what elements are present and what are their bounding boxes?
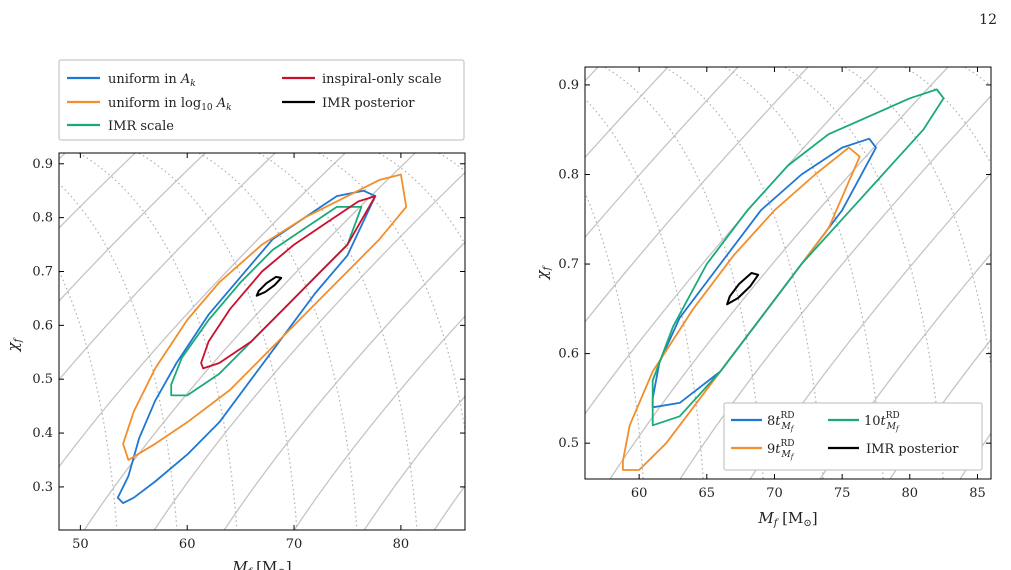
right-ylabel: χf bbox=[533, 264, 553, 280]
left-ytick-label: 0.4 bbox=[32, 426, 53, 441]
left-bg-solid-curve bbox=[293, 315, 465, 530]
legend-label-inspiral: inspiral-only scale bbox=[322, 72, 442, 87]
right-series bbox=[622, 88, 945, 471]
left-contour-3 bbox=[200, 195, 377, 370]
left-bg-solid-curve bbox=[59, 153, 137, 229]
right-xtick-label: 80 bbox=[902, 486, 919, 501]
right-bg-dotted-curve bbox=[603, 67, 764, 479]
right-panel: 60 65 70 75 80 85 0.5 0.6 0.7 0.8 0.9 bbox=[558, 7, 1011, 519]
legend-label-10t: 10tRD Mf bbox=[864, 411, 900, 433]
left-xlabel: Mf [M⊙] bbox=[231, 558, 291, 570]
right-contour-2 bbox=[651, 88, 945, 427]
right-xtick-label: 85 bbox=[969, 486, 986, 501]
left-bg-solid-curve bbox=[363, 395, 465, 530]
legend-right-entries: 8tRD Mf 9tRD Mf 10tRD Mf IMR posterior bbox=[731, 411, 959, 461]
right-bg-dotted-curve bbox=[585, 98, 704, 479]
right-bg-solid-curve bbox=[585, 67, 809, 323]
left-contour-1 bbox=[122, 173, 408, 461]
left-background-curves bbox=[59, 153, 465, 530]
legend-label-9t: 9tRD Mf bbox=[767, 439, 795, 461]
right-bg-solid-curve bbox=[585, 67, 739, 239]
right-bg-solid-curve bbox=[585, 67, 669, 159]
right-contour-1 bbox=[622, 146, 861, 471]
right-ytick-label: 0.9 bbox=[558, 78, 579, 93]
right-ytick-label: 0.8 bbox=[558, 167, 579, 182]
left-bg-solid-curve bbox=[433, 484, 465, 530]
left-bg-solid-curve bbox=[59, 153, 207, 302]
right-bg-solid-curve bbox=[1005, 7, 1011, 519]
left-ytick-label: 0.3 bbox=[32, 480, 53, 495]
legend-label-uniform-log-ak: uniform in log10 Ak bbox=[108, 96, 232, 113]
legend-label-imr-scale: IMR scale bbox=[108, 119, 174, 134]
left-bg-solid-curve bbox=[59, 153, 347, 468]
left-ytick-label: 0.9 bbox=[32, 157, 53, 172]
left-axes-frame bbox=[58, 152, 466, 531]
right-contour-3 bbox=[726, 272, 760, 306]
left-bg-solid-curve bbox=[153, 171, 465, 530]
left-bg-solid-curve bbox=[59, 153, 277, 381]
left-ytick-label: 0.6 bbox=[32, 318, 53, 333]
right-ytick-label: 0.5 bbox=[558, 436, 579, 451]
right-xtick-label: 65 bbox=[699, 486, 716, 501]
right-xtick-label: 60 bbox=[631, 486, 648, 501]
page-number: 12 bbox=[979, 12, 997, 28]
right-bg-dotted-curve bbox=[585, 191, 644, 479]
legend-left bbox=[58, 59, 465, 141]
legend-label-8t: 8tRD Mf bbox=[767, 411, 795, 433]
right-ytick-label: 0.6 bbox=[558, 347, 579, 362]
right-bg-solid-curve bbox=[679, 95, 991, 479]
right-bg-dotted-curve bbox=[663, 67, 824, 479]
legend-label-imr-posterior: IMR posterior bbox=[322, 96, 415, 111]
left-series bbox=[116, 173, 408, 505]
legend-left-entries: uniform in Ak uniform in log10 Ak IMR sc… bbox=[67, 72, 442, 134]
left-xtick-label: 70 bbox=[286, 537, 303, 552]
right-bg-dotted-curve bbox=[783, 67, 944, 479]
right-bg-dotted-curve bbox=[723, 67, 884, 479]
left-bg-dotted-curve bbox=[77, 153, 238, 530]
right-xlabel: Mf [M⊙] bbox=[757, 509, 817, 529]
left-ytick-label: 0.8 bbox=[32, 211, 53, 226]
right-axes-frame bbox=[584, 66, 992, 480]
left-bg-solid-curve bbox=[59, 153, 67, 160]
right-xtick-label: 70 bbox=[766, 486, 783, 501]
legend-label-imr-posterior-right: IMR posterior bbox=[866, 442, 959, 457]
left-xtick-label: 80 bbox=[393, 537, 410, 552]
left-xtick-label: 60 bbox=[179, 537, 196, 552]
right-xtick-label: 75 bbox=[834, 486, 851, 501]
left-contour-4 bbox=[255, 275, 283, 297]
left-ylabel: χf bbox=[4, 336, 24, 352]
left-contour-0 bbox=[116, 189, 377, 505]
left-bg-solid-curve bbox=[223, 241, 465, 530]
right-bg-dotted-curve bbox=[843, 67, 991, 371]
left-ytick-label: 0.5 bbox=[32, 372, 53, 387]
legend-right bbox=[723, 402, 983, 471]
left-bg-solid-curve bbox=[83, 153, 417, 530]
right-ytick-label: 0.7 bbox=[558, 257, 579, 272]
legend-label-uniform-ak: uniform in Ak bbox=[108, 72, 196, 89]
right-bg-solid-curve bbox=[585, 67, 879, 415]
left-bg-dotted-curve bbox=[317, 153, 465, 435]
left-xtick-label: 50 bbox=[72, 537, 89, 552]
left-ytick-label: 0.7 bbox=[32, 264, 53, 279]
left-panel: 50 60 70 80 0.3 0.4 0.5 0.6 0.7 0.8 0.9 bbox=[32, 152, 466, 552]
